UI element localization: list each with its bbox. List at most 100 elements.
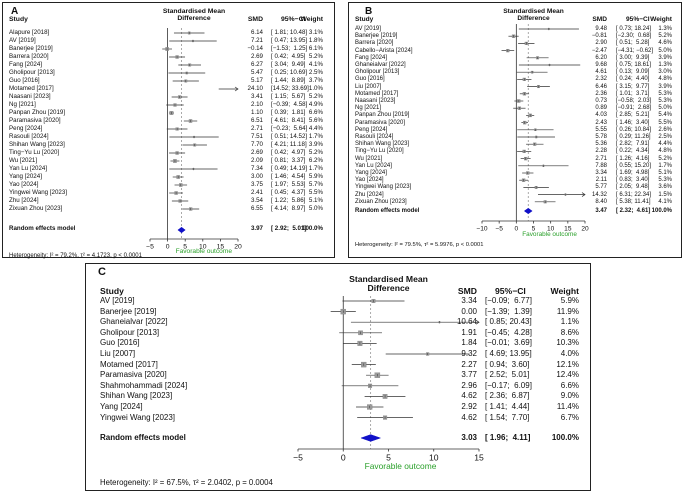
random-effects-label: Random effects model bbox=[9, 225, 76, 233]
study-smd: 10.64 bbox=[456, 317, 477, 327]
study-ci: [ 1.81; 10.48] bbox=[271, 28, 308, 36]
smd-plot-title: Standardised Mean Difference bbox=[503, 8, 564, 23]
study-smd: 2.69 bbox=[250, 148, 263, 156]
study-weight: 3.1% bbox=[308, 28, 323, 36]
study-ci-arrow bbox=[475, 319, 480, 325]
study-smd: 3.54 bbox=[250, 196, 263, 204]
study-ci: [ 4.14; 8.97] bbox=[271, 204, 306, 212]
study-weight: 1.7% bbox=[308, 132, 323, 140]
study-ci: [−0.23; 5.64] bbox=[271, 124, 308, 132]
study-weight: 2.5% bbox=[308, 68, 323, 76]
study-smd: 6.51 bbox=[250, 116, 263, 124]
study-name: Yao [2024] bbox=[355, 177, 384, 184]
study-weight: 1.0% bbox=[308, 84, 323, 92]
study-smd: 2.41 bbox=[250, 188, 263, 196]
study-name: Naasani [2023] bbox=[355, 98, 396, 104]
x-axis-tick-label: 0 bbox=[166, 244, 170, 251]
study-ci: [ 0.22; 4.34] bbox=[616, 148, 650, 155]
study-smd: 2.36 bbox=[595, 90, 607, 97]
study-smd: 1.84 bbox=[461, 338, 477, 348]
random-ci: [ 2.32; 4.61] bbox=[616, 207, 651, 214]
study-weight: 5.2% bbox=[658, 155, 672, 162]
panel-label: B bbox=[365, 6, 373, 17]
study-weight: 5.4% bbox=[658, 112, 672, 119]
study-weight: 1.7% bbox=[658, 162, 672, 169]
heterogeneity-statistics: Heterogeneity: I² = 79.5%, τ² = 5.9976, … bbox=[355, 242, 484, 248]
x-axis-tick-label: 15 bbox=[217, 244, 225, 251]
smd-column-header: SMD bbox=[247, 16, 263, 23]
study-name: Rasouli [2024] bbox=[355, 134, 394, 140]
x-axis-tick-label: 0 bbox=[341, 453, 346, 463]
study-smd: 1.10 bbox=[250, 108, 263, 116]
study-ci: [−0.39; 4.58] bbox=[271, 100, 308, 108]
study-smd: 4.62 bbox=[461, 391, 477, 401]
study-name: Yan Lu [2024] bbox=[355, 162, 392, 169]
forest-plot-panel-c: −5 0 5 10 15 C Study Standardised Mean Differen… bbox=[85, 263, 591, 491]
forest-plot-svg: −5 0 5 10 15 bbox=[293, 296, 484, 463]
study-name: Motamed [2017] bbox=[355, 90, 399, 97]
study-weight: 12.4% bbox=[556, 370, 579, 380]
study-ci: [−1.53; 1.25] bbox=[271, 44, 308, 52]
study-ci: [ 1.54; 7.70] bbox=[485, 412, 530, 422]
random-effects-diamond bbox=[177, 226, 186, 234]
study-weight: 9.0% bbox=[560, 391, 579, 401]
x-axis-tick-label: −5 bbox=[293, 453, 303, 463]
study-name: Paramasiva [2020] bbox=[100, 370, 167, 380]
study-smd: 2.11 bbox=[595, 177, 607, 184]
x-axis-tick-label: 15 bbox=[474, 453, 484, 463]
study-name: Zixuan Zhou [2023] bbox=[355, 198, 407, 205]
random-weight: 100.0% bbox=[302, 225, 323, 233]
study-smd: 2.28 bbox=[595, 148, 607, 155]
study-weight: 4.6% bbox=[658, 40, 672, 47]
random-ci: [ 1.96; 4.11] bbox=[485, 432, 531, 442]
study-weight: 3.9% bbox=[308, 140, 323, 148]
random-weight: 100.0% bbox=[651, 207, 672, 214]
study-smd: 0.00 bbox=[461, 306, 477, 316]
x-axis-tick-label: 10 bbox=[199, 244, 207, 251]
study-ci: [ 3.04; 9.49] bbox=[271, 60, 306, 68]
study-ci: [ 0.81; 3.37] bbox=[271, 156, 306, 164]
study-ci: [ 0.49; 14.19] bbox=[271, 164, 308, 172]
study-smd: 3.34 bbox=[461, 296, 477, 305]
study-smd: 9.48 bbox=[595, 26, 607, 32]
x-axis-tick-label: −5 bbox=[495, 226, 503, 233]
study-name: Yan Lu [2024] bbox=[9, 164, 48, 172]
study-ci: [ 2.05; 9.48] bbox=[616, 184, 650, 191]
study-name: Yang [2024] bbox=[9, 172, 42, 180]
study-weight: 5.2% bbox=[308, 52, 323, 60]
study-smd: 3.75 bbox=[250, 180, 263, 188]
weight-column-header: Weight bbox=[650, 16, 672, 23]
study-smd: 9.32 bbox=[461, 349, 477, 358]
study-smd: 0.73 bbox=[595, 98, 607, 104]
study-weight: 1.5% bbox=[658, 191, 672, 198]
study-smd: 2.43 bbox=[595, 119, 607, 126]
study-ci: [ 0.42; 4.95] bbox=[271, 52, 306, 60]
study-ci: [ 2.36; 6.87] bbox=[485, 391, 530, 401]
study-name: Ghaneialvar [2022] bbox=[100, 317, 168, 327]
study-weight: 6.6% bbox=[560, 380, 579, 390]
study-smd: 4.62 bbox=[461, 412, 477, 422]
study-ci: [ 0.39; 1.81] bbox=[271, 108, 306, 116]
random-smd: 3.03 bbox=[461, 432, 477, 442]
study-weight: 2.5% bbox=[658, 134, 672, 140]
study-name: Fang [2024] bbox=[9, 60, 43, 68]
study-weight: 5.0% bbox=[658, 105, 672, 112]
study-ci: [−2.30; 0.68] bbox=[616, 33, 652, 40]
study-name: Motamed [2017] bbox=[9, 84, 54, 92]
study-weight: 5.5% bbox=[658, 119, 672, 126]
study-name: Alapure [2018] bbox=[9, 28, 50, 36]
study-smd: 7.51 bbox=[250, 132, 263, 140]
x-axis-tick-label: 5 bbox=[183, 244, 187, 251]
study-name: Barrera [2020] bbox=[9, 52, 49, 60]
study-name: Zhu [2024] bbox=[355, 191, 384, 198]
ci-column-header: 95%−CI bbox=[281, 16, 306, 23]
study-name: Yang [2024] bbox=[355, 170, 387, 176]
study-weight: 5.1% bbox=[308, 196, 323, 204]
study-name: Banerjee [2019] bbox=[9, 44, 53, 52]
x-axis-tick-label: 10 bbox=[547, 226, 555, 233]
study-weight: 11.4% bbox=[556, 402, 579, 411]
study-name: Gholipour [2013] bbox=[100, 327, 160, 337]
study-weight: 4.1% bbox=[308, 60, 323, 68]
study-smd: 2.09 bbox=[250, 156, 263, 164]
study-weight: 5.3% bbox=[658, 177, 672, 184]
